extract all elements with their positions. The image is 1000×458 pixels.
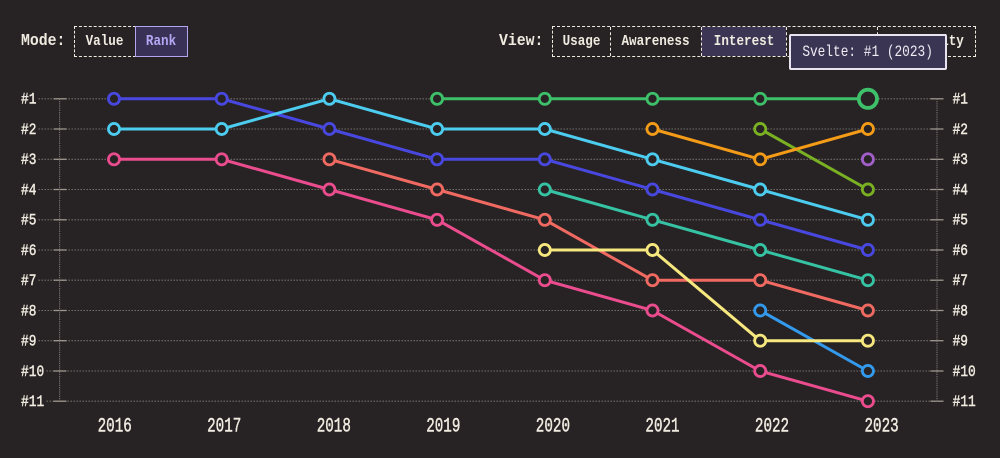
svg-text:#3: #3: [21, 151, 36, 169]
svg-text:#5: #5: [953, 212, 968, 230]
svg-text:#6: #6: [953, 242, 968, 260]
svg-text:#2: #2: [21, 121, 36, 139]
svg-text:2016: 2016: [98, 416, 132, 439]
svg-text:#8: #8: [953, 302, 968, 320]
svg-text:2019: 2019: [426, 416, 460, 439]
svg-text:#8: #8: [21, 302, 36, 320]
svg-text:#10: #10: [953, 363, 976, 381]
svg-text:#10: #10: [21, 363, 44, 381]
svg-text:#11: #11: [953, 393, 976, 411]
svg-text:#4: #4: [953, 181, 968, 199]
svg-text:2017: 2017: [207, 416, 241, 439]
svg-text:#9: #9: [21, 333, 36, 351]
svg-text:#11: #11: [21, 393, 44, 411]
svg-text:#2: #2: [953, 121, 968, 139]
svg-text:2022: 2022: [755, 416, 789, 439]
svg-text:2018: 2018: [317, 416, 351, 439]
svg-text:#6: #6: [21, 242, 36, 260]
svg-text:2020: 2020: [536, 416, 570, 439]
svg-text:#3: #3: [953, 151, 968, 169]
svg-text:#7: #7: [953, 272, 968, 290]
svg-text:#7: #7: [21, 272, 36, 290]
svg-text:2021: 2021: [645, 416, 679, 439]
svg-text:#9: #9: [953, 333, 968, 351]
svg-text:2023: 2023: [865, 416, 899, 439]
svg-text:#5: #5: [21, 212, 36, 230]
svg-text:#4: #4: [21, 181, 36, 199]
svg-text:#1: #1: [21, 91, 36, 109]
svg-text:#1: #1: [953, 91, 968, 109]
